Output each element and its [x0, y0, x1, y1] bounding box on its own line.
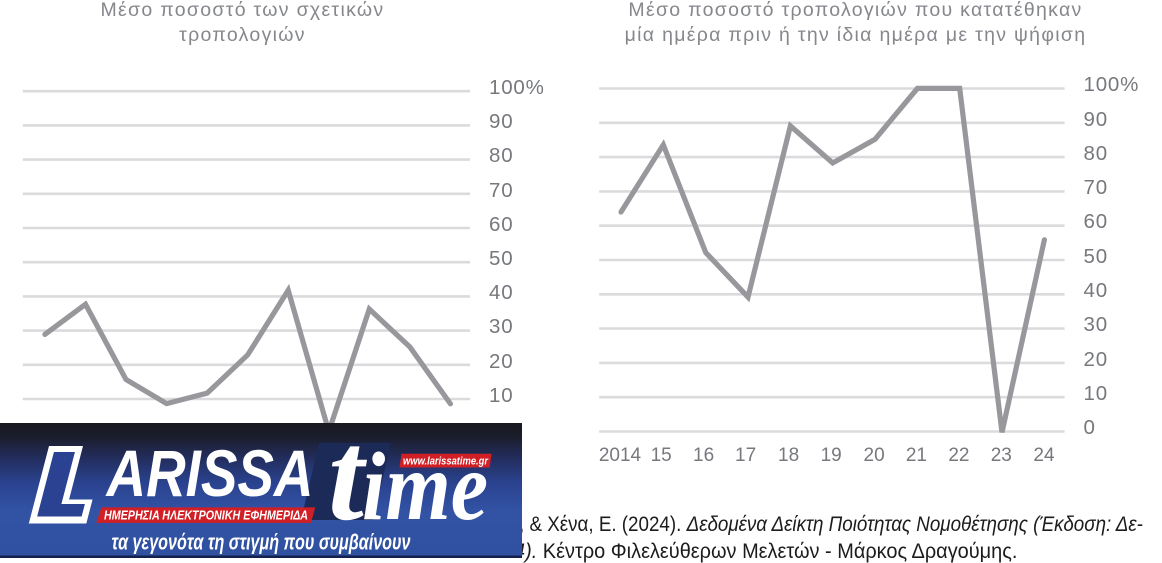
svg-text:ARISSA: ARISSA [105, 436, 314, 510]
svg-text:www.larissatime.gr: www.larissatime.gr [403, 456, 489, 468]
svg-text:τα γεγονότα τη στιγμή που συμβ: τα γεγονότα τη στιγμή που συμβαίνουν [112, 530, 412, 555]
svg-text:ime: ime [362, 433, 488, 541]
svg-text:ΗΜΕΡΗΣΙΑ ΗΛΕΚΤΡΟΝΙΚΗ ΕΦΗΜΕΡΙΔΑ: ΗΜΕΡΗΣΙΑ ΗΛΕΚΤΡΟΝΙΚΗ ΕΦΗΜΕΡΙΔΑ [104, 508, 308, 523]
svg-text:t: t [328, 423, 368, 547]
